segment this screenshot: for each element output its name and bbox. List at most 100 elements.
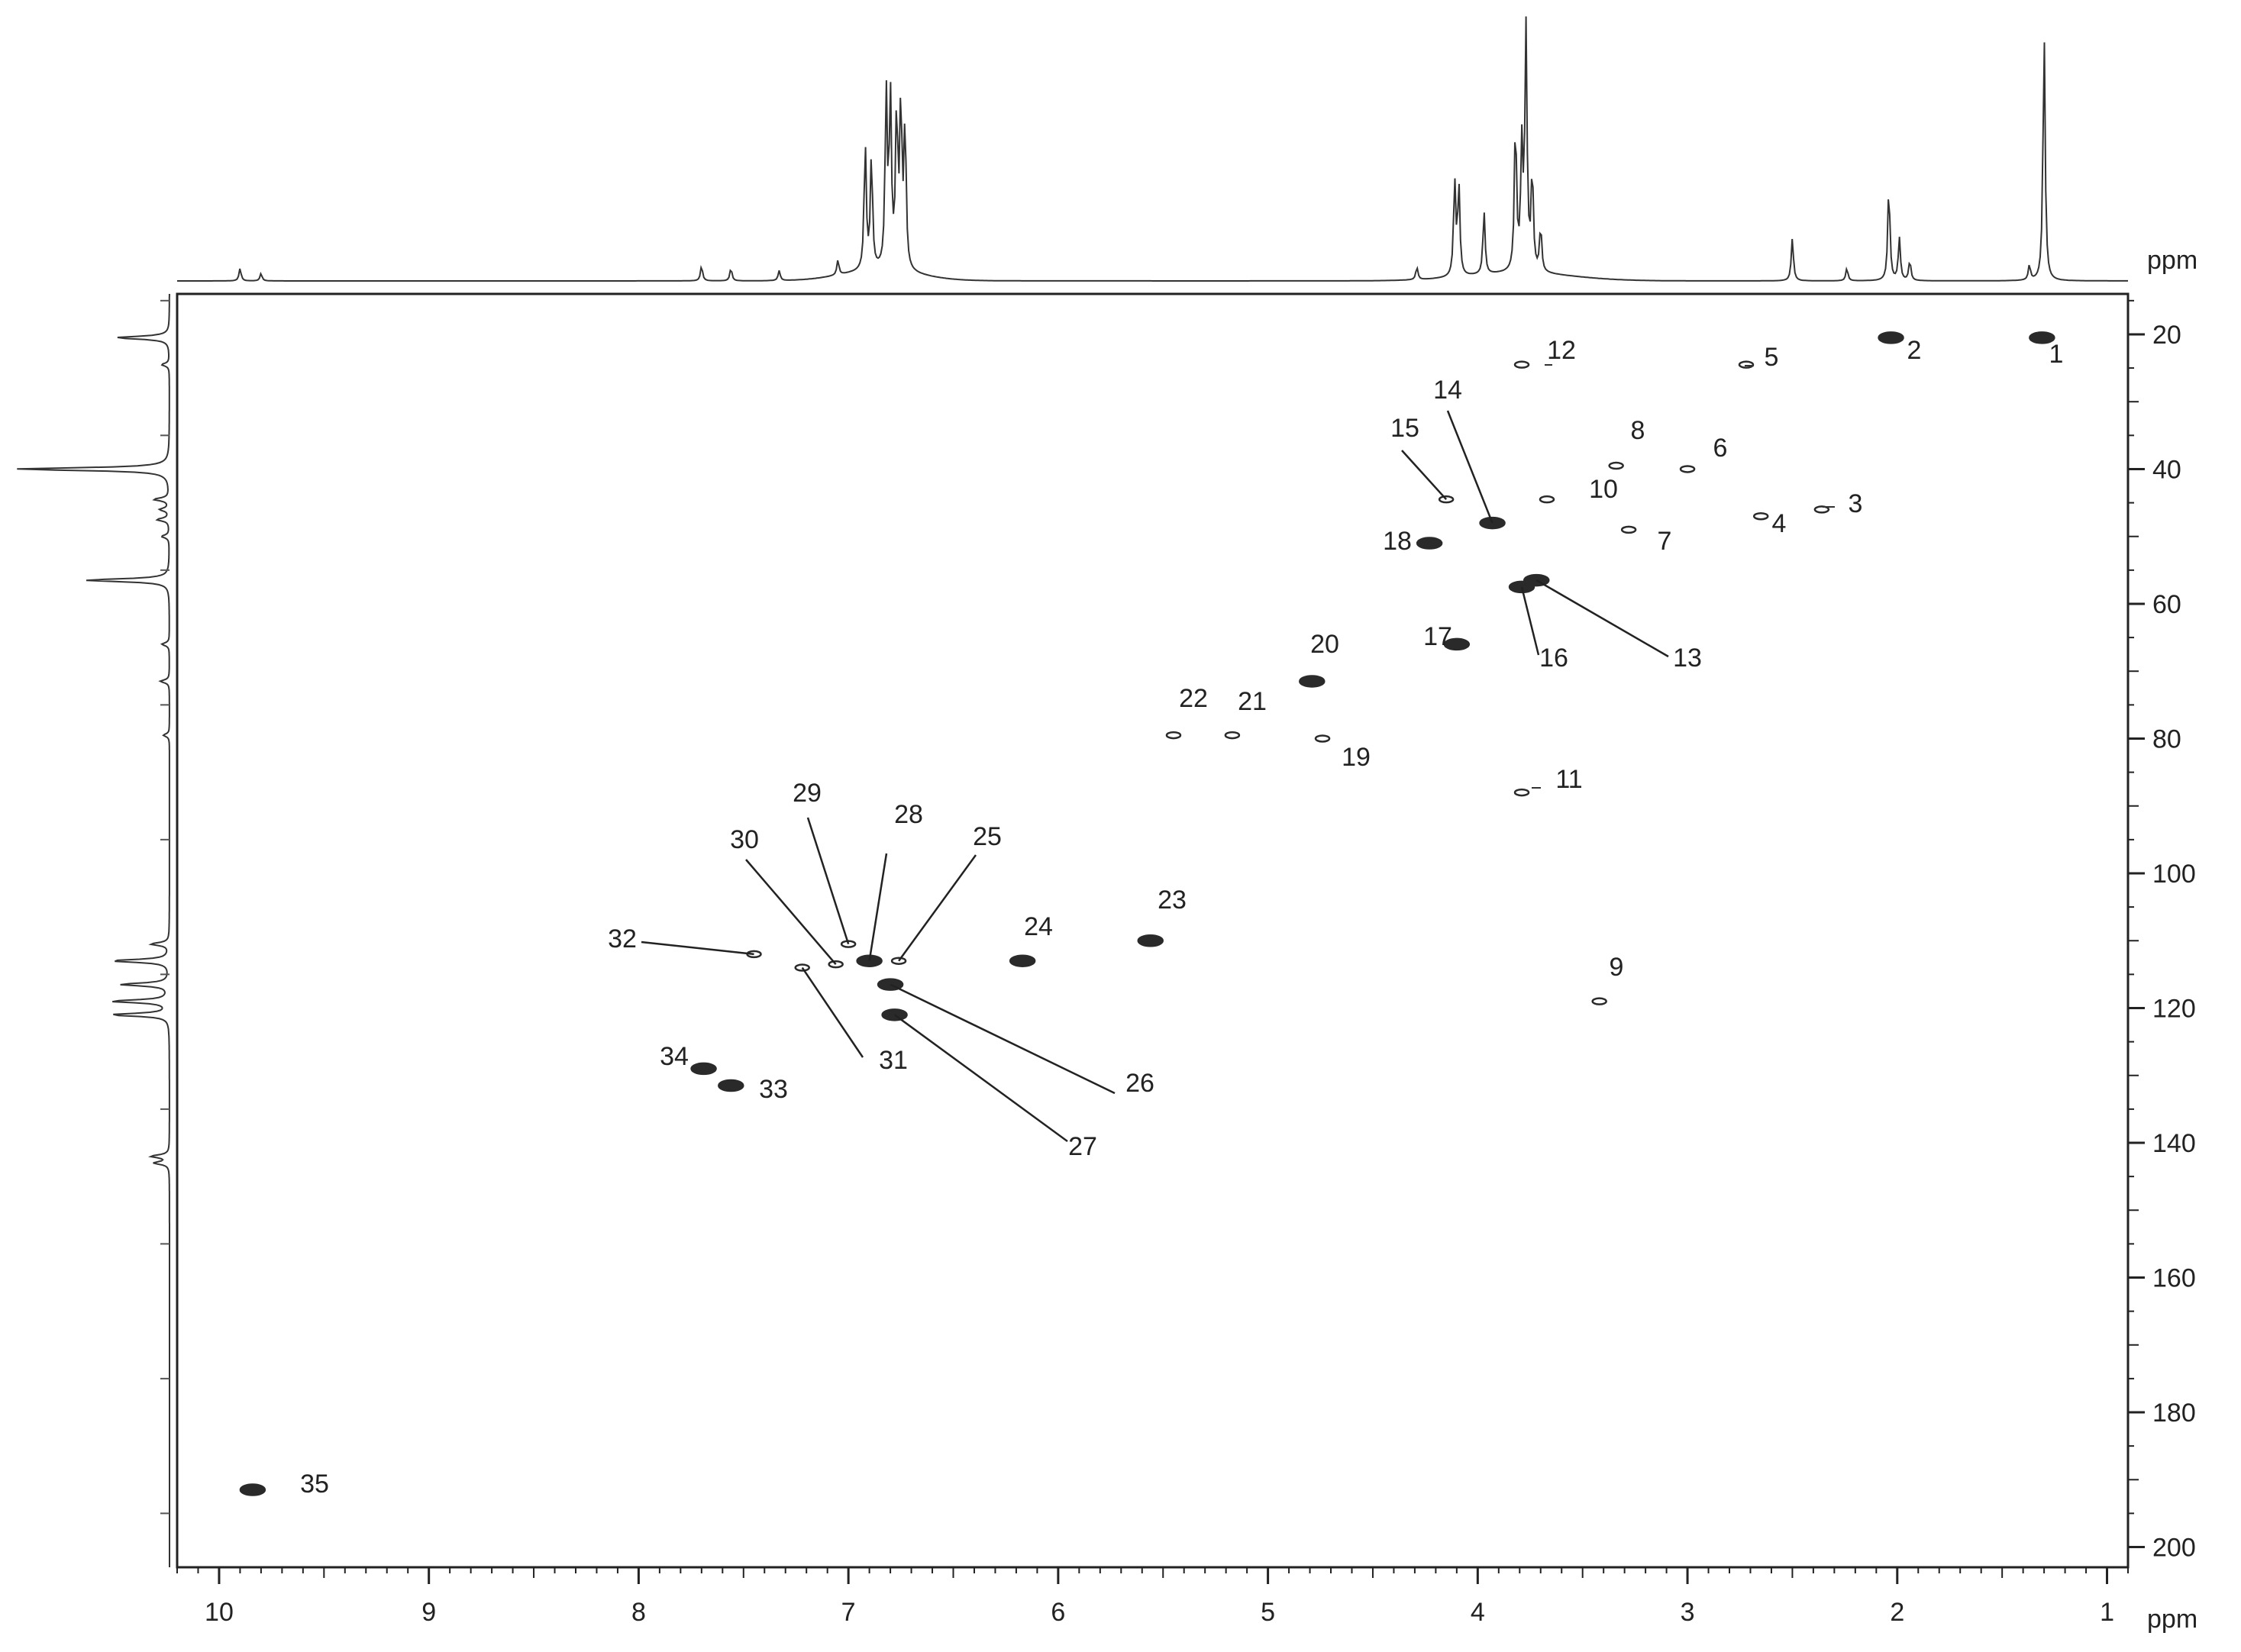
peak-label-17: 17	[1423, 622, 1452, 651]
x-tick-label: 9	[421, 1598, 436, 1627]
y-tick-label: 120	[2152, 994, 2196, 1023]
y-tick-label: 180	[2152, 1399, 2196, 1428]
peak-label-29: 29	[793, 779, 822, 808]
y-tick-label: 100	[2152, 860, 2196, 889]
x-tick-label: 10	[205, 1598, 234, 1627]
x-tick-label: 7	[841, 1598, 856, 1627]
peak-label-18: 18	[1383, 527, 1412, 556]
cross-peak-2	[1878, 331, 1904, 344]
x-tick-label: 3	[1681, 1598, 1695, 1627]
peak-label-14: 14	[1433, 376, 1462, 405]
cross-peak-4	[1752, 511, 1769, 521]
peak-label-6: 6	[1713, 434, 1728, 463]
peak-label-23: 23	[1158, 886, 1187, 915]
y-axis: 20 40 60 80 100 120 140 160 180 200	[2128, 299, 2196, 1563]
leader-line-32	[641, 941, 754, 956]
peak-label-35: 35	[300, 1470, 329, 1499]
leader-line-15	[1401, 450, 1448, 501]
cross-peak-35	[239, 1483, 266, 1496]
cross-peak-8	[1608, 461, 1624, 470]
peak-labels-layer: 1234567891011121314151617181920212223242…	[300, 336, 2063, 1499]
peak-label-12: 12	[1547, 336, 1576, 365]
cross-peak-31	[794, 963, 810, 972]
x-tick-label: 4	[1471, 1598, 1485, 1627]
cross-peak-17	[1443, 637, 1471, 651]
y-tick-label: 80	[2152, 724, 2181, 753]
x-tick-label: 8	[631, 1598, 646, 1627]
peak-label-27: 27	[1068, 1132, 1097, 1161]
cross-peak-23	[1137, 934, 1164, 947]
leader-line-27	[893, 1014, 1068, 1143]
peak-label-25: 25	[973, 822, 1002, 851]
peak-label-30: 30	[730, 825, 759, 854]
peak-label-33: 33	[759, 1075, 788, 1104]
cross-peak-25	[890, 957, 907, 965]
plot-frame	[176, 292, 2130, 1569]
peak-label-31: 31	[879, 1046, 908, 1075]
x-tick-label: 6	[1051, 1598, 1065, 1627]
leader-line-14	[1446, 410, 1493, 524]
leader-line-29	[806, 817, 850, 945]
x-axis-unit-label: ppm	[2147, 1605, 2197, 1634]
cross-peak-9	[1591, 997, 1607, 1005]
cross-peak-24	[1009, 954, 1036, 967]
cross-peak-15	[1438, 495, 1455, 504]
y-tick-label: 40	[2152, 455, 2181, 484]
peak-label-24: 24	[1024, 912, 1053, 941]
proton-projection-trace	[177, 16, 2128, 282]
cross-peak-21	[1224, 731, 1241, 740]
cross-peak-19	[1314, 734, 1331, 743]
peak-label-10: 10	[1589, 475, 1618, 504]
peak-label-9: 9	[1610, 953, 1624, 982]
top-axis-unit-label: ppm	[2147, 246, 2197, 275]
peak-label-32: 32	[608, 924, 637, 953]
peak-label-22: 22	[1179, 684, 1208, 713]
peak-label-4: 4	[1772, 509, 1787, 538]
leader-line-25	[898, 854, 977, 962]
y-tick-label: 160	[2152, 1264, 2196, 1293]
peak-label-8: 8	[1631, 416, 1645, 445]
y-tick-label: 140	[2152, 1129, 2196, 1158]
cross-peak-3	[1813, 505, 1830, 514]
peak-label-1: 1	[2049, 340, 2064, 369]
y-tick-label: 60	[2152, 590, 2181, 619]
leader-line-16	[1520, 586, 1540, 656]
cross-peak-12	[1513, 360, 1530, 369]
peak-label-7: 7	[1658, 527, 1672, 556]
cross-peak-33	[718, 1079, 744, 1092]
leader-line-28	[868, 853, 888, 961]
peak-label-3: 3	[1849, 489, 1863, 518]
x-tick-label: 1	[2100, 1598, 2114, 1627]
peak-label-2: 2	[1907, 336, 1922, 365]
cross-peak-22	[1165, 731, 1182, 740]
peak-label-26: 26	[1125, 1069, 1154, 1098]
peak-label-19: 19	[1342, 743, 1371, 772]
carbon-projection-trace	[17, 294, 170, 1567]
peak-label-5: 5	[1765, 343, 1779, 372]
cross-peak-1	[2029, 331, 2055, 344]
x-tick-label: 2	[1890, 1598, 1904, 1627]
peak-label-13: 13	[1673, 644, 1702, 673]
cross-peak-30	[828, 960, 844, 969]
peak-label-15: 15	[1390, 414, 1419, 443]
cross-peaks-layer	[239, 331, 2055, 1496]
cross-peak-5	[1738, 360, 1755, 369]
y-tick-label: 200	[2152, 1534, 2196, 1563]
cross-peak-34	[690, 1062, 717, 1076]
x-axis: 10 9 8 7 6 5 4 3 2 1	[176, 1567, 2129, 1627]
proton-projection	[177, 16, 2128, 282]
cross-peak-18	[1416, 537, 1443, 550]
peak-label-21: 21	[1238, 687, 1267, 716]
cross-peak-10	[1539, 495, 1555, 504]
leader-line-31	[801, 966, 864, 1058]
x-tick-label: 5	[1261, 1598, 1275, 1627]
leader-line-30	[745, 859, 837, 965]
peak-label-11: 11	[1555, 765, 1582, 794]
carbon-projection	[17, 294, 170, 1567]
leader-line-13	[1535, 579, 1669, 658]
cross-peak-7	[1620, 525, 1637, 534]
leader-line-26	[890, 983, 1116, 1095]
peak-label-16: 16	[1539, 644, 1568, 673]
peak-label-28: 28	[894, 800, 923, 829]
